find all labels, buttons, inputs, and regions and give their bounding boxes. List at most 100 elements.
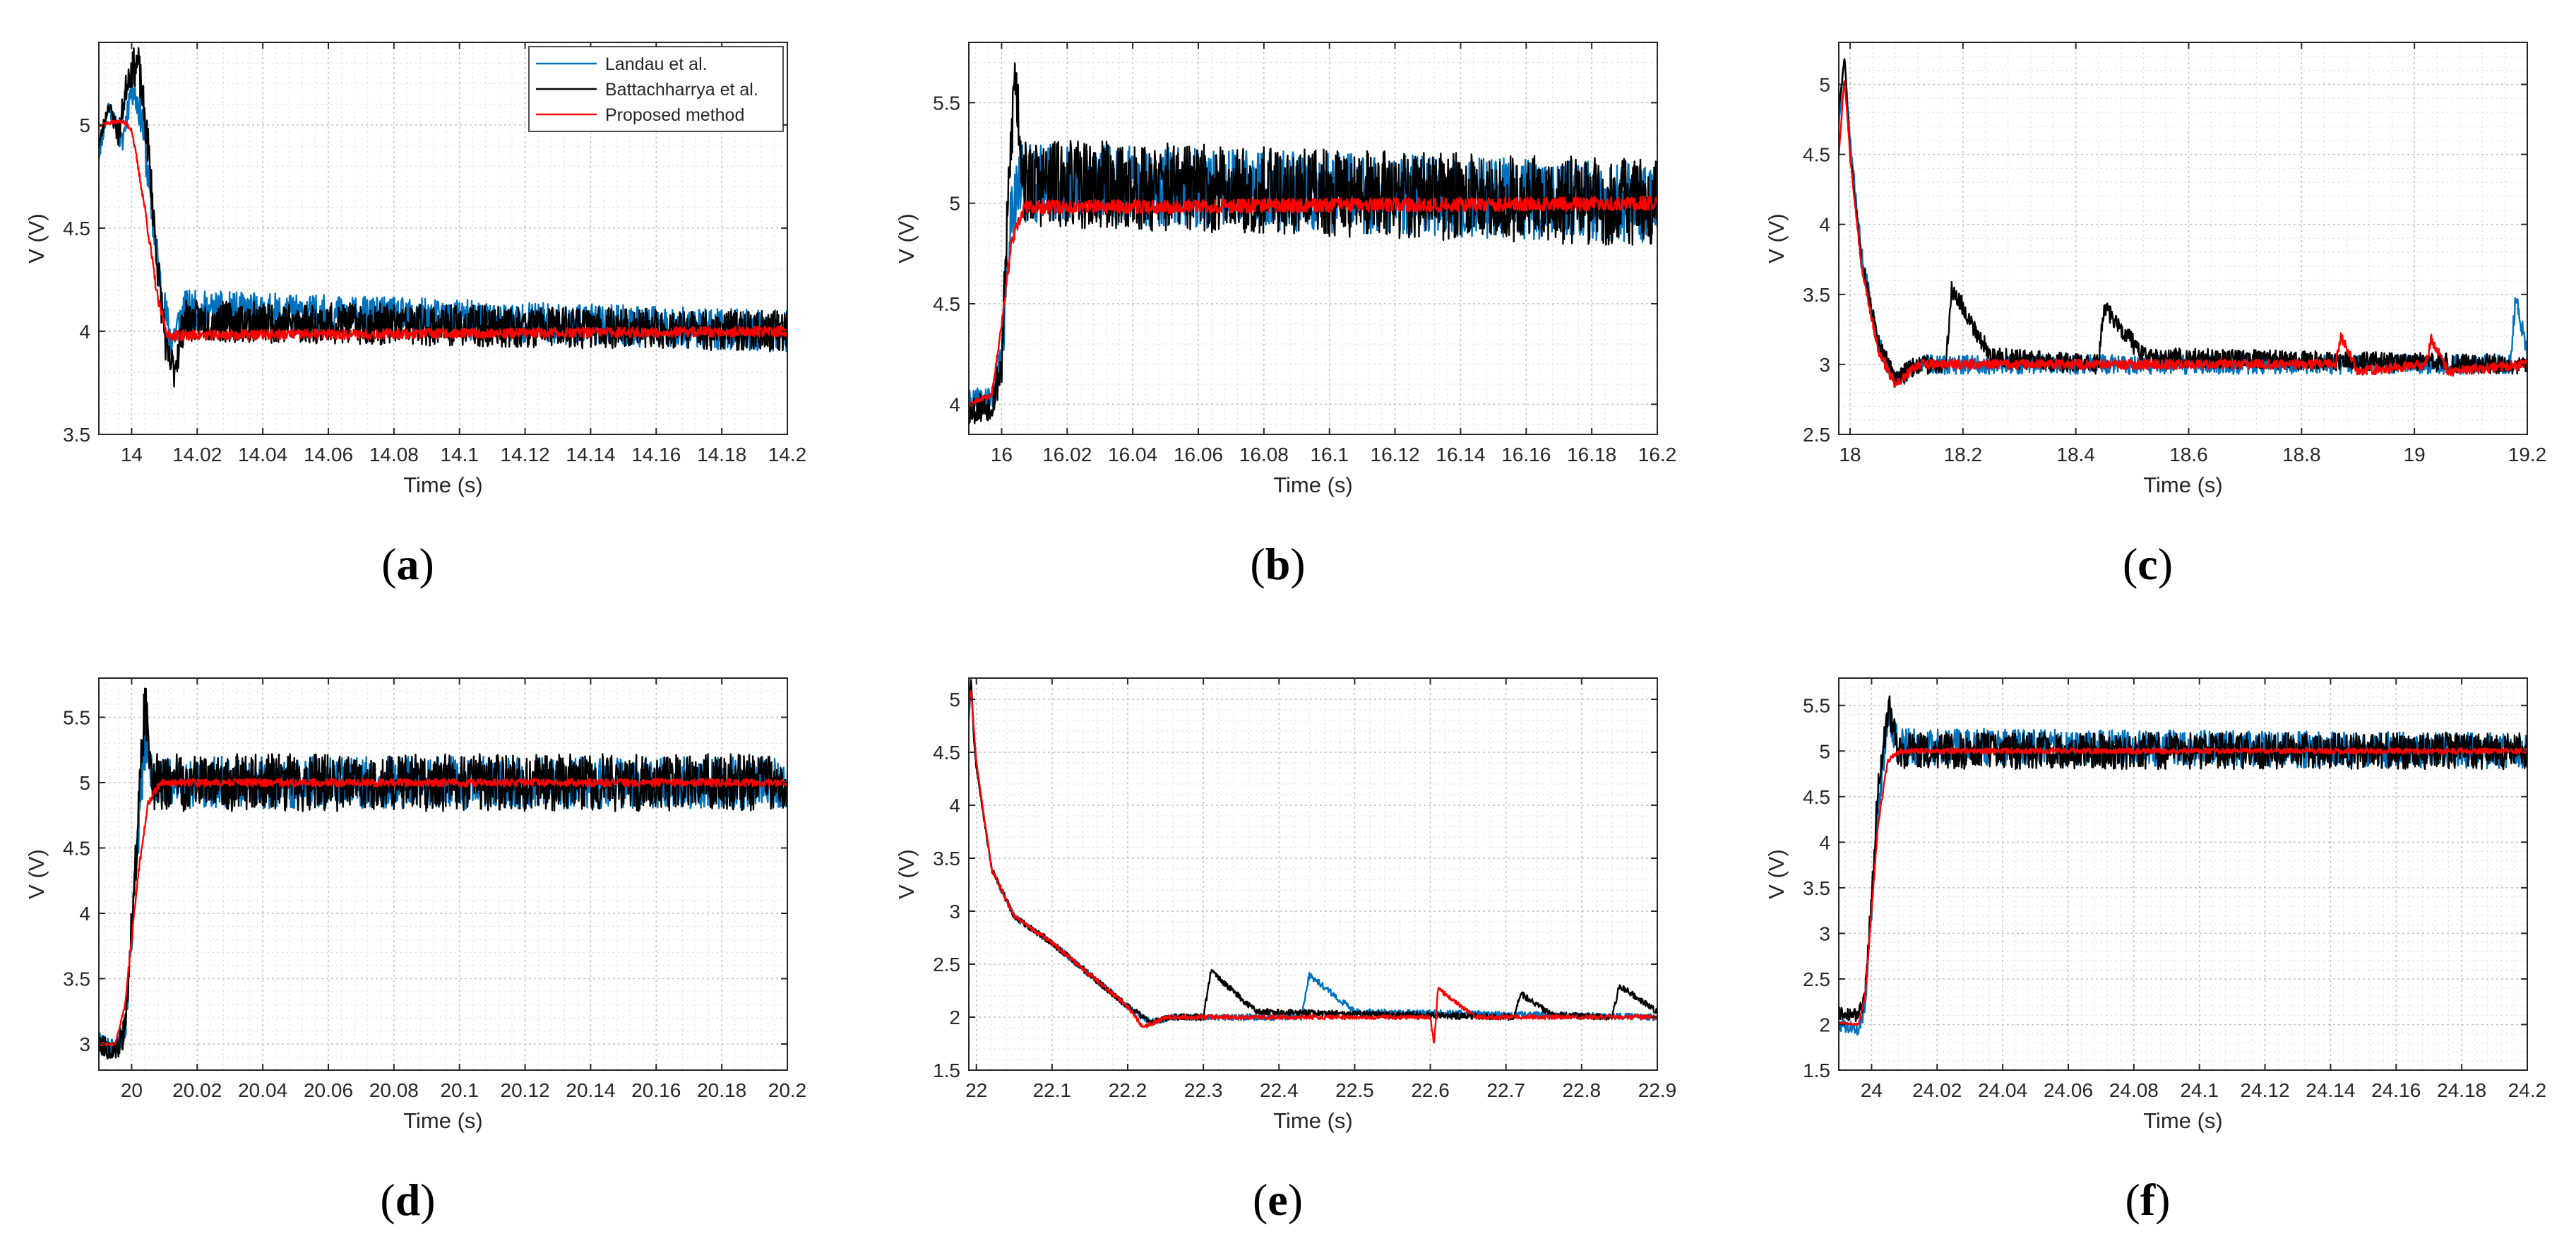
grid bbox=[969, 677, 1658, 1071]
grid bbox=[969, 42, 1658, 434]
x-tick-label: 20.12 bbox=[501, 1079, 550, 1101]
y-axis-label: V (V) bbox=[1764, 213, 1789, 263]
y-tick-label: 5 bbox=[949, 689, 960, 711]
x-tick-label: 18.8 bbox=[2282, 444, 2321, 465]
series-line-proposed-method bbox=[99, 118, 787, 341]
y-tick-label: 5 bbox=[1819, 740, 1830, 762]
legend-entry: Proposed method bbox=[605, 105, 744, 125]
x-tick-label: 16.16 bbox=[1501, 444, 1551, 465]
legend-entry: Battachharrya et al. bbox=[605, 80, 758, 100]
x-tick-label: 20.16 bbox=[631, 1079, 681, 1101]
y-tick-label: 1.5 bbox=[933, 1060, 960, 1081]
y-tick-label: 4 bbox=[1819, 831, 1830, 853]
y-tick-label: 4.5 bbox=[63, 218, 90, 239]
x-axis-label: Time (s) bbox=[403, 473, 483, 497]
legend-entry: Landau et al. bbox=[605, 54, 708, 74]
y-tick-label: 4 bbox=[79, 321, 90, 343]
y-tick-label: 4 bbox=[949, 393, 960, 415]
x-tick-label: 22.6 bbox=[1411, 1079, 1450, 1101]
x-tick-label: 14.18 bbox=[697, 444, 746, 465]
x-tick-label: 24.2 bbox=[2508, 1079, 2547, 1101]
x-tick-label: 22 bbox=[965, 1079, 987, 1101]
panel-label: (a) bbox=[381, 539, 434, 589]
panel-label: (f) bbox=[2125, 1175, 2171, 1225]
y-axis-label: V (V) bbox=[894, 213, 919, 263]
series-line-proposed-method bbox=[969, 689, 1657, 1044]
x-tick-label: 22.1 bbox=[1033, 1079, 1072, 1101]
x-tick-label: 24.1 bbox=[2180, 1079, 2219, 1101]
x-tick-label: 19.2 bbox=[2508, 444, 2547, 465]
y-tick-label: 4.5 bbox=[63, 838, 90, 860]
axes-box bbox=[968, 677, 1658, 1071]
x-tick-label: 20.2 bbox=[768, 1079, 807, 1101]
y-tick-label: 2.5 bbox=[1803, 968, 1830, 990]
x-tick-label: 20.18 bbox=[697, 1079, 746, 1101]
x-tick-label: 14.14 bbox=[566, 444, 615, 465]
series-line-proposed-method bbox=[99, 778, 787, 1047]
x-tick-label: 14.2 bbox=[768, 444, 807, 465]
x-tick-label: 24.12 bbox=[2241, 1079, 2290, 1101]
x-tick-label: 24.08 bbox=[2109, 1079, 2159, 1101]
x-tick-label: 14 bbox=[121, 444, 143, 465]
x-tick-label: 18.6 bbox=[2169, 444, 2208, 465]
y-tick-label: 2.5 bbox=[1803, 424, 1830, 446]
y-tick-label: 4 bbox=[1819, 214, 1830, 236]
y-tick-label: 5 bbox=[79, 772, 90, 794]
y-tick-label: 5.5 bbox=[63, 707, 90, 729]
x-tick-label: 20.1 bbox=[440, 1079, 479, 1101]
y-tick-label: 4.5 bbox=[933, 742, 960, 764]
plot-area bbox=[969, 42, 1657, 434]
series-line-battachharrya-et-al bbox=[1839, 58, 2527, 386]
x-tick-label: 18.2 bbox=[1944, 444, 1983, 465]
x-tick-label: 14.12 bbox=[501, 444, 550, 465]
x-tick-label: 20.06 bbox=[304, 1079, 353, 1101]
y-tick-label: 4 bbox=[79, 903, 90, 925]
x-tick-label: 16.04 bbox=[1108, 444, 1157, 465]
chart-panel-c: 18 18.2 18.4 18.6 18.8 19 19.2 2.5 3 3.5 4 4.5 5 Time… bbox=[1764, 42, 2546, 589]
x-tick-label: 14.02 bbox=[172, 444, 222, 465]
x-tick-label: 20.08 bbox=[369, 1079, 419, 1101]
x-tick-label: 24.18 bbox=[2437, 1079, 2486, 1101]
y-tick-label: 3 bbox=[1819, 354, 1830, 376]
axes-box bbox=[968, 42, 1658, 435]
x-tick-label: 16.1 bbox=[1310, 444, 1349, 465]
x-tick-label: 16.12 bbox=[1371, 444, 1420, 465]
panel-label: (e) bbox=[1253, 1175, 1303, 1225]
x-tick-label: 22.4 bbox=[1260, 1079, 1299, 1101]
y-tick-label: 3.5 bbox=[1803, 877, 1830, 899]
chart-panel-e: 22 22.1 22.2 22.3 22.4 22.5 22.6 22.7 22.8 22.91.… bbox=[894, 677, 1677, 1225]
y-tick-label: 4 bbox=[949, 795, 960, 817]
y-tick-label: 5 bbox=[79, 114, 90, 136]
series-line-proposed-method bbox=[969, 195, 1657, 407]
series-line-proposed-method bbox=[1839, 747, 2527, 1026]
x-tick-label: 22.3 bbox=[1184, 1079, 1223, 1101]
y-tick-label: 2.5 bbox=[933, 954, 960, 975]
x-tick-label: 22.9 bbox=[1638, 1079, 1677, 1101]
x-tick-label: 19 bbox=[2404, 444, 2426, 465]
y-tick-label: 2 bbox=[949, 1007, 960, 1028]
x-tick-label: 20.14 bbox=[566, 1079, 615, 1101]
series-line-proposed-method bbox=[1839, 80, 2527, 388]
y-tick-label: 5.5 bbox=[933, 92, 960, 114]
y-tick-label: 3 bbox=[1819, 922, 1830, 944]
y-tick-label: 3.5 bbox=[63, 424, 90, 446]
x-axis-label: Time (s) bbox=[1273, 1108, 1353, 1133]
x-tick-label: 16.02 bbox=[1042, 444, 1092, 465]
x-tick-label: 14.06 bbox=[304, 444, 353, 465]
chart-panel-d: 20 20.02 20.04 20.06 20.08 20.1 20.12 20.14 20.1… bbox=[24, 677, 807, 1225]
x-tick-label: 22.7 bbox=[1486, 1079, 1525, 1101]
y-axis-label: V (V) bbox=[24, 213, 49, 263]
x-axis-label: Time (s) bbox=[1273, 473, 1353, 497]
x-tick-label: 16.06 bbox=[1174, 444, 1223, 465]
y-tick-label: 3.5 bbox=[933, 848, 960, 870]
y-tick-label: 4.5 bbox=[1803, 786, 1830, 808]
plot-area bbox=[99, 678, 787, 1070]
y-tick-label: 1.5 bbox=[1803, 1060, 1830, 1081]
y-tick-label: 3 bbox=[79, 1033, 90, 1055]
x-tick-label: 22.8 bbox=[1563, 1079, 1602, 1101]
y-tick-label: 3 bbox=[949, 901, 960, 922]
axes-box bbox=[98, 677, 788, 1071]
x-tick-label: 16.08 bbox=[1239, 444, 1289, 465]
y-axis-label: V (V) bbox=[24, 849, 49, 899]
